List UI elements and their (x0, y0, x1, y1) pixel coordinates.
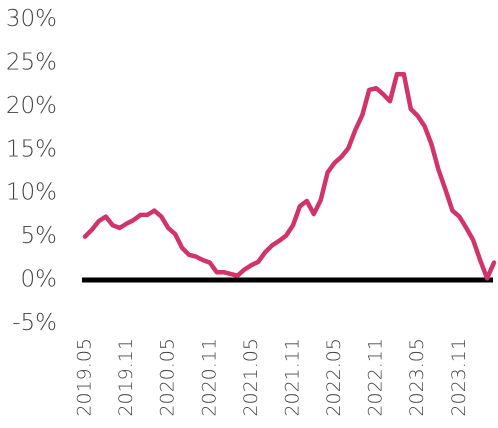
y-tick-label: 20% (6, 93, 57, 119)
x-tick-label: 2019.05 (74, 338, 96, 417)
x-tick-label: 2022.05 (323, 338, 345, 417)
x-tick-label: 2019.11 (115, 338, 137, 417)
y-tick-label: 30% (6, 6, 57, 32)
x-tick-label: 2020.05 (157, 338, 179, 417)
y-tick-label: 5% (21, 223, 58, 249)
data-line (82, 72, 497, 281)
x-tick-label: 2020.11 (198, 338, 220, 417)
y-tick-label: 25% (6, 50, 57, 76)
x-tick-label: 2022.11 (365, 338, 387, 417)
x-tick-label: 2023.05 (406, 338, 428, 417)
y-tick-label: 10% (6, 180, 57, 206)
y-tick-label: 15% (6, 136, 57, 162)
y-tick-label: -5% (12, 310, 57, 336)
x-tick-label: 2023.11 (448, 338, 470, 417)
x-tick-label: 2021.05 (240, 338, 262, 417)
x-tick-label: 2021.11 (281, 338, 303, 417)
y-tick-label: 0% (21, 267, 58, 293)
